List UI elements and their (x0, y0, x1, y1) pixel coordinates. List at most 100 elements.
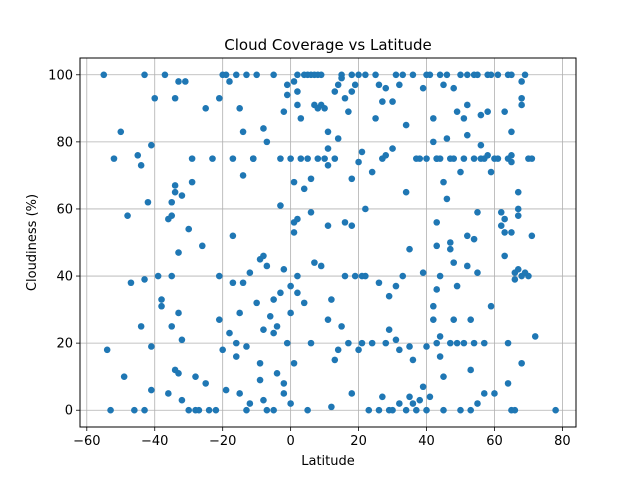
data-point (215, 94, 223, 102)
x-tick-label: 0 (286, 434, 294, 449)
data-point (355, 158, 362, 166)
data-point (372, 115, 379, 122)
data-point (307, 339, 315, 347)
data-point (199, 242, 206, 250)
data-point (328, 403, 335, 411)
data-point (531, 333, 539, 340)
data-point (423, 343, 430, 350)
data-point (168, 198, 176, 206)
data-point (419, 383, 427, 391)
data-point (236, 105, 243, 112)
data-point (334, 135, 342, 142)
data-point (188, 155, 196, 162)
data-point (124, 212, 131, 219)
data-point (260, 396, 267, 404)
data-point (379, 98, 386, 105)
data-point (178, 336, 186, 344)
data-point (457, 406, 464, 414)
data-point (399, 71, 407, 79)
data-point (508, 128, 515, 136)
data-point (311, 259, 318, 266)
data-point (423, 406, 430, 414)
data-point (246, 400, 254, 407)
data-point (453, 282, 461, 290)
data-point (209, 155, 216, 162)
data-point (171, 94, 179, 102)
data-point (440, 373, 447, 380)
data-point (175, 309, 182, 317)
data-point (474, 269, 481, 276)
data-point (487, 302, 495, 310)
data-point (501, 229, 508, 236)
data-point (338, 323, 345, 330)
data-point (141, 406, 148, 414)
data-point (226, 329, 233, 337)
axis-ticks: −60 −40 −20 0 20 40 60 80 0 20 40 60 80 100 (48, 68, 571, 449)
data-point (324, 316, 332, 323)
data-point (178, 396, 186, 404)
data-point (480, 339, 488, 347)
data-point (307, 175, 315, 183)
data-point (362, 205, 369, 213)
data-point (480, 390, 488, 397)
data-point (430, 115, 437, 122)
data-point (341, 94, 349, 102)
data-point (260, 125, 267, 132)
data-point (345, 339, 352, 347)
data-point (463, 232, 471, 240)
data-point (256, 359, 264, 367)
data-point (304, 406, 311, 414)
data-point (297, 115, 305, 122)
data-point (307, 209, 315, 216)
data-point (103, 346, 111, 354)
data-point (430, 302, 437, 310)
data-point (266, 313, 274, 320)
data-point (525, 272, 532, 280)
data-point (450, 84, 457, 92)
data-point (426, 393, 434, 401)
data-point (232, 71, 240, 79)
x-tick-label: −60 (73, 434, 100, 449)
data-point (453, 108, 461, 115)
data-point (460, 115, 468, 122)
data-point (324, 145, 332, 152)
data-point (511, 406, 519, 414)
data-point (447, 239, 454, 246)
data-point (433, 242, 441, 250)
data-point (256, 376, 264, 384)
data-point (457, 168, 464, 176)
data-point (175, 370, 182, 377)
data-point (463, 71, 471, 79)
data-point (317, 71, 325, 79)
data-point (300, 299, 308, 307)
data-point (260, 252, 267, 260)
data-point (487, 168, 495, 176)
data-point (229, 155, 237, 162)
data-point (263, 406, 271, 414)
y-tick-label: 60 (56, 202, 73, 217)
data-point (511, 276, 519, 283)
chart-title: Cloud Coverage vs Latitude (224, 36, 431, 54)
data-point (508, 158, 515, 166)
data-point (433, 286, 441, 293)
data-point (443, 195, 451, 203)
data-point (232, 339, 240, 347)
data-point (341, 219, 349, 226)
data-point (249, 155, 257, 162)
data-point (331, 155, 339, 162)
data-point (120, 373, 128, 380)
data-point (171, 182, 179, 189)
data-point (430, 138, 437, 146)
data-point (362, 272, 369, 280)
data-point (100, 71, 108, 79)
data-point (406, 393, 413, 401)
data-point (290, 229, 298, 236)
y-axis-label: Cloudiness (%) (25, 194, 40, 291)
data-point (158, 302, 165, 310)
data-point (168, 272, 176, 280)
data-point (334, 346, 342, 354)
data-point (457, 71, 464, 79)
data-point (215, 272, 223, 280)
